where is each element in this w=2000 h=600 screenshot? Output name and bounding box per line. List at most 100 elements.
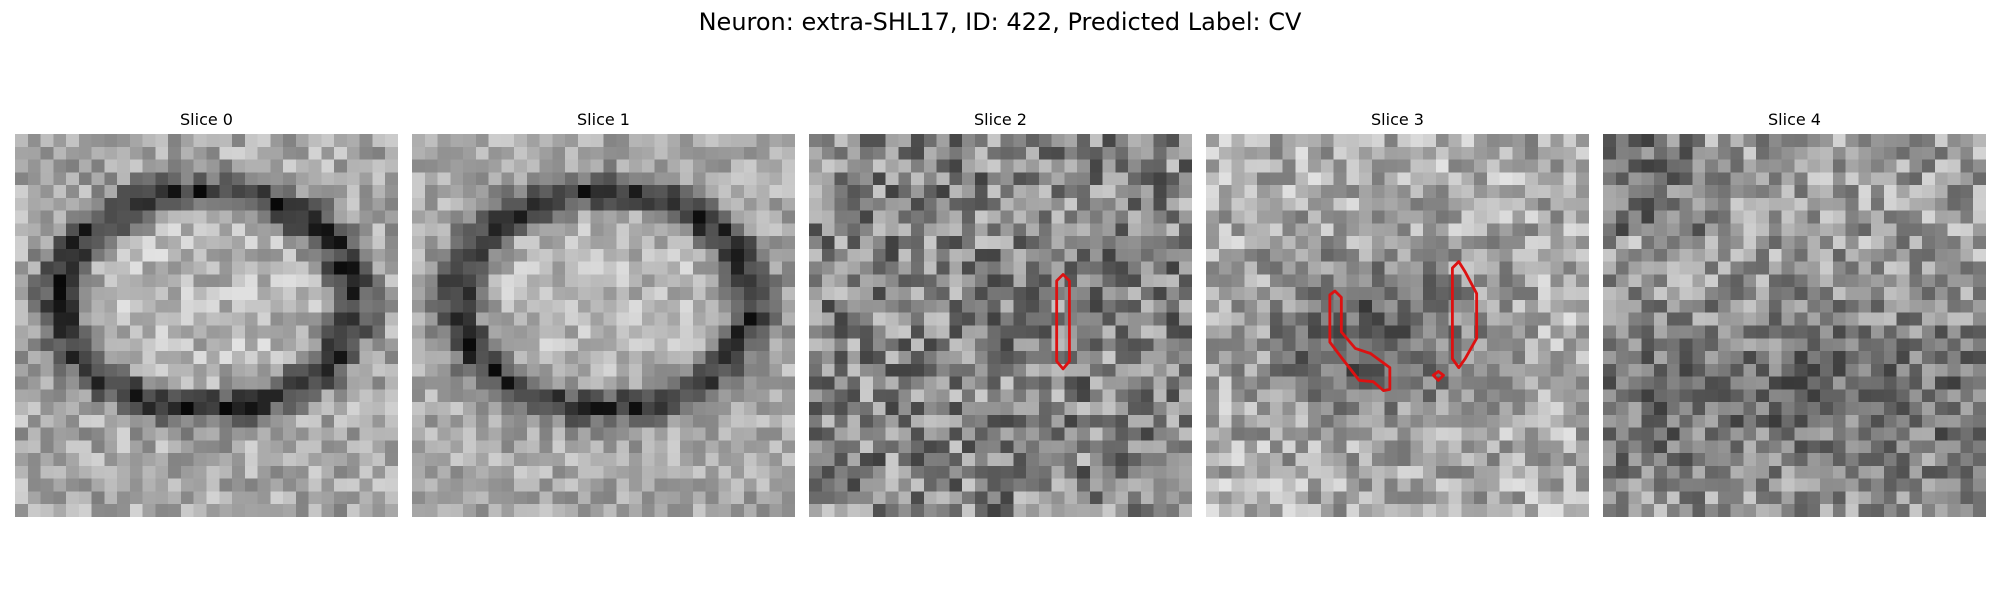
pixel [180, 146, 194, 160]
pixel [91, 287, 105, 301]
pixel [949, 325, 963, 339]
pixel [872, 338, 886, 352]
pixel [1934, 338, 1948, 352]
pixel [577, 248, 591, 262]
pixel [629, 440, 643, 454]
pixel [1435, 134, 1449, 148]
pixel [1359, 478, 1373, 492]
pixel [308, 248, 322, 262]
pixel [1244, 478, 1258, 492]
pixel [539, 363, 553, 377]
pixel [219, 440, 233, 454]
pixel [667, 185, 681, 199]
pixel [860, 159, 874, 173]
pixel [104, 197, 118, 211]
pixel [129, 338, 143, 352]
pixel [1883, 402, 1897, 416]
pixel [321, 159, 335, 173]
pixel [590, 427, 604, 441]
pixel [1166, 414, 1180, 428]
pixel [1371, 236, 1385, 250]
pixel [1486, 146, 1500, 160]
pixel [501, 465, 515, 479]
pixel [1486, 274, 1500, 288]
pixel [577, 299, 591, 313]
pixel [1641, 236, 1655, 250]
pixel [78, 491, 92, 505]
pixel [1705, 197, 1719, 211]
pixel [987, 504, 1001, 517]
pixel [1000, 427, 1014, 441]
pixel [450, 453, 464, 467]
pixel [117, 427, 131, 441]
pixel [1537, 453, 1551, 467]
pixel [834, 287, 848, 301]
pixel [372, 312, 386, 326]
pixel [232, 261, 246, 275]
pixel [987, 325, 1001, 339]
pixel [308, 325, 322, 339]
pixel [616, 261, 630, 275]
pixel [1038, 376, 1052, 390]
pixel [590, 325, 604, 339]
pixel [552, 197, 566, 211]
pixel [1140, 453, 1154, 467]
pixel [539, 134, 553, 148]
pixel [1666, 389, 1680, 403]
pixel [1807, 504, 1821, 517]
pixel [1563, 172, 1577, 186]
pixel [1603, 210, 1617, 224]
pixel [1960, 248, 1974, 262]
pixel [936, 159, 950, 173]
pixel [1883, 236, 1897, 250]
pixel [257, 389, 271, 403]
pixel [283, 299, 297, 313]
pixel [1435, 402, 1449, 416]
pixel [756, 465, 770, 479]
pixel [1115, 440, 1129, 454]
pixel [1756, 376, 1770, 390]
pixel [1960, 274, 1974, 288]
pixel [654, 363, 668, 377]
pixel [1603, 402, 1617, 416]
pixel [603, 402, 617, 416]
pixel [180, 491, 194, 505]
pixel [1282, 414, 1296, 428]
pixel [308, 465, 322, 479]
pixel [1550, 414, 1564, 428]
pixel [1603, 453, 1617, 467]
pixel [756, 172, 770, 186]
pixel [782, 491, 795, 505]
pixel [488, 363, 502, 377]
pixel [1397, 478, 1411, 492]
pixel [1717, 248, 1731, 262]
pixel [1115, 453, 1129, 467]
pixel [731, 338, 745, 352]
pixel [1858, 325, 1872, 339]
pixel [860, 261, 874, 275]
pixel [206, 363, 220, 377]
pixel [885, 134, 899, 148]
pixel [705, 491, 719, 505]
pixel [1423, 351, 1437, 365]
pixel [1166, 376, 1180, 390]
pixel [1461, 312, 1475, 326]
pixel [552, 453, 566, 467]
pixel [1320, 376, 1334, 390]
pixel [66, 427, 80, 441]
pixel [1051, 146, 1065, 160]
pixel [692, 236, 706, 250]
pixel [334, 159, 348, 173]
pixel [1359, 338, 1373, 352]
pixel [372, 236, 386, 250]
pixel [450, 325, 464, 339]
pixel [782, 134, 795, 148]
pixel [334, 338, 348, 352]
pixel [1576, 299, 1589, 313]
pixel [1474, 236, 1488, 250]
pixel [334, 414, 348, 428]
pixel [577, 261, 591, 275]
pixel [1435, 236, 1449, 250]
pixel [385, 491, 398, 505]
pixel [244, 351, 258, 365]
